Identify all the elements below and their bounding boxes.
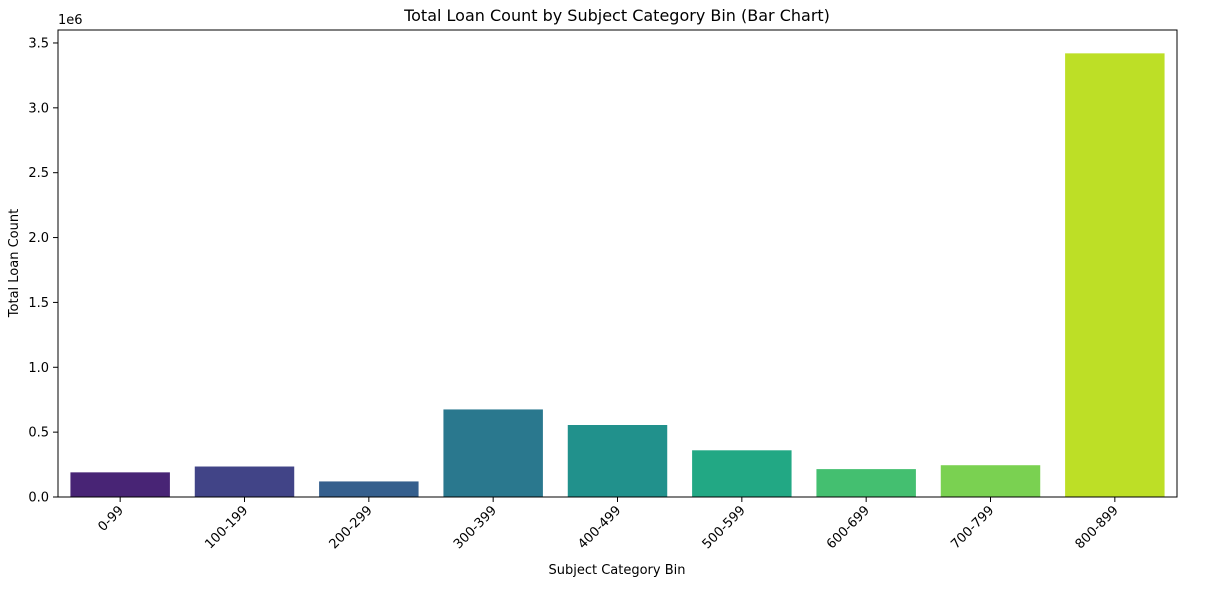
bar-500-599 bbox=[692, 450, 792, 497]
x-tick-label: 0-99 bbox=[96, 503, 127, 534]
y-tick-label: 2.0 bbox=[28, 231, 49, 246]
bar-200-299 bbox=[319, 481, 419, 497]
bar-600-699 bbox=[816, 469, 916, 497]
y-tick-label: 1.5 bbox=[28, 296, 49, 311]
x-tick-label: 200-299 bbox=[327, 503, 376, 552]
x-tick-label: 600-699 bbox=[824, 503, 873, 552]
x-tick-label: 700-799 bbox=[948, 503, 997, 552]
y-tick-label: 1.0 bbox=[28, 361, 49, 376]
x-axis: 0-99 100-199 200-299 300-399 400-499 500-599 6… bbox=[96, 497, 1122, 552]
x-tick-label: 300-399 bbox=[451, 503, 500, 552]
x-tick-label: 800-899 bbox=[1073, 503, 1122, 552]
y-tick-label: 0.0 bbox=[28, 491, 49, 506]
y-offset-label: 1e6 bbox=[58, 13, 83, 28]
bar-0-99 bbox=[70, 472, 170, 497]
y-axis: 0.0 0.5 1.0 1.5 2.0 2.5 3.0 3.5 bbox=[28, 36, 58, 506]
y-axis-label: Total Loan Count bbox=[7, 209, 22, 318]
chart-title: Total Loan Count by Subject Category Bin… bbox=[403, 6, 830, 25]
bar-300-399 bbox=[443, 409, 543, 497]
bar-400-499 bbox=[567, 425, 668, 497]
y-tick-label: 3.5 bbox=[28, 36, 49, 51]
x-tick-label: 500-599 bbox=[700, 503, 749, 552]
bar-700-799 bbox=[940, 465, 1041, 497]
bar-100-199 bbox=[194, 466, 295, 497]
x-tick-label: 100-199 bbox=[202, 503, 251, 552]
x-axis-label: Subject Category Bin bbox=[548, 563, 685, 578]
bars-group bbox=[70, 53, 1165, 497]
y-tick-label: 2.5 bbox=[28, 166, 49, 181]
x-tick-label: 400-499 bbox=[575, 503, 624, 552]
y-tick-label: 0.5 bbox=[28, 426, 49, 441]
plot-frame bbox=[57, 29, 1178, 498]
bar-800-899 bbox=[1065, 53, 1165, 497]
y-tick-label: 3.0 bbox=[28, 101, 49, 116]
